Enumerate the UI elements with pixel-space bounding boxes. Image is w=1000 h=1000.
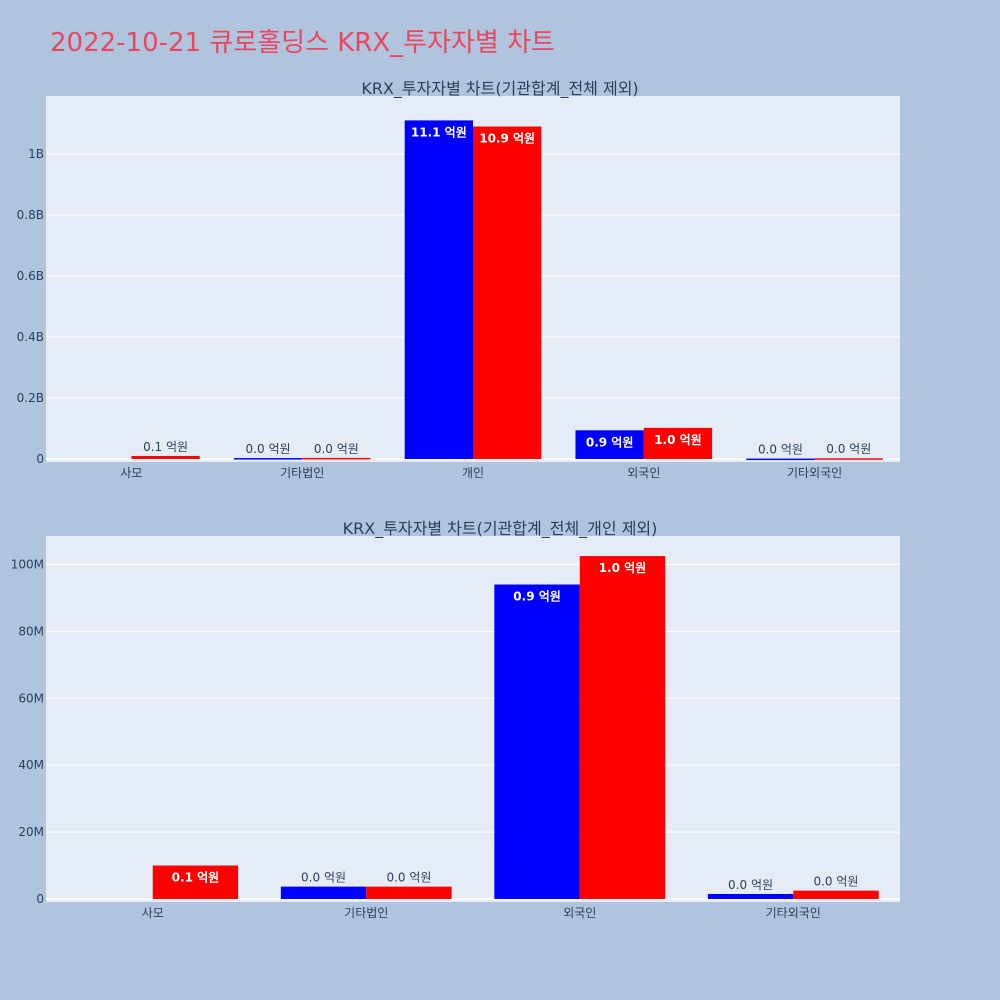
y-tick-label: 1B bbox=[28, 147, 44, 161]
bar bbox=[814, 458, 883, 460]
data-label: 0.0 억원 bbox=[758, 443, 803, 457]
chart-investor-excl-individual: KRX_투자자별 차트(기관합계_전체_개인 제외) 0 20M 40M 60M 80M 1… bbox=[11, 519, 900, 920]
x-tick-label: 기타외국인 bbox=[766, 906, 821, 920]
data-label: 0.0 억원 bbox=[246, 442, 291, 456]
y-tick-label: 0.2B bbox=[17, 391, 44, 405]
data-label: 0.0 억원 bbox=[813, 875, 858, 889]
y-tick-label: 0.8B bbox=[17, 208, 44, 222]
data-label: 0.0 억원 bbox=[728, 878, 773, 892]
data-label: 0.0 억원 bbox=[386, 871, 431, 885]
data-label: 0.1 억원 bbox=[143, 440, 188, 454]
bar bbox=[233, 458, 303, 460]
bar bbox=[579, 556, 666, 899]
y-tick-label: 0 bbox=[36, 892, 44, 906]
bar bbox=[404, 120, 473, 459]
y-tick-label: 0.4B bbox=[17, 330, 44, 344]
x-tick-label: 기타법인 bbox=[280, 466, 324, 480]
chart-title: KRX_투자자별 차트(기관합계_전체_개인 제외) bbox=[343, 519, 658, 539]
y-tick-label: 80M bbox=[18, 624, 44, 638]
bar bbox=[280, 886, 367, 899]
data-label: 0.9 억원 bbox=[586, 435, 634, 449]
plot-area bbox=[46, 536, 900, 902]
bar bbox=[152, 865, 239, 899]
bar bbox=[746, 458, 815, 461]
x-tick-label: 기타외국인 bbox=[787, 466, 842, 480]
data-label: 1.0 억원 bbox=[599, 561, 647, 575]
y-tick-label: 0 bbox=[36, 452, 44, 466]
data-label: 11.1 억원 bbox=[411, 125, 467, 139]
bar bbox=[473, 126, 542, 459]
y-tick-label: 20M bbox=[18, 825, 44, 839]
x-tick-label: 사모 bbox=[120, 466, 142, 480]
bar bbox=[494, 584, 580, 899]
data-label: 0.0 억원 bbox=[826, 442, 871, 456]
x-tick-label: 사모 bbox=[142, 906, 164, 920]
y-tick-label: 0.6B bbox=[17, 269, 44, 283]
x-tick-label: 개인 bbox=[462, 466, 484, 480]
y-tick-label: 60M bbox=[18, 691, 44, 705]
data-label: 0.1 억원 bbox=[172, 871, 220, 885]
bar bbox=[131, 455, 200, 459]
bar bbox=[707, 893, 794, 899]
y-tick-label: 100M bbox=[11, 557, 44, 571]
page-title: 2022-10-21 큐로홀딩스 KRX_투자자별 차트 bbox=[50, 28, 555, 58]
bar bbox=[643, 427, 713, 459]
chart-title: KRX_투자자별 차트(기관합계_전체 제외) bbox=[361, 79, 638, 99]
bar bbox=[302, 457, 371, 460]
bar bbox=[366, 886, 452, 899]
chart-investor-all: KRX_투자자별 차트(기관합계_전체 제외) 0 0.2B 0.4B 0.6B 0.8B… bbox=[17, 79, 900, 480]
x-tick-label: 기타법인 bbox=[344, 906, 388, 920]
x-tick-label: 외국인 bbox=[563, 906, 596, 920]
bar bbox=[793, 890, 879, 899]
y-tick-label: 40M bbox=[18, 758, 44, 772]
data-label: 0.0 억원 bbox=[314, 442, 359, 456]
data-label: 0.0 억원 bbox=[301, 871, 346, 885]
data-label: 10.9 억원 bbox=[479, 132, 535, 146]
bar bbox=[575, 430, 644, 459]
data-label: 1.0 억원 bbox=[654, 433, 702, 447]
data-label: 0.9 억원 bbox=[513, 590, 561, 604]
x-tick-label: 외국인 bbox=[627, 466, 660, 480]
